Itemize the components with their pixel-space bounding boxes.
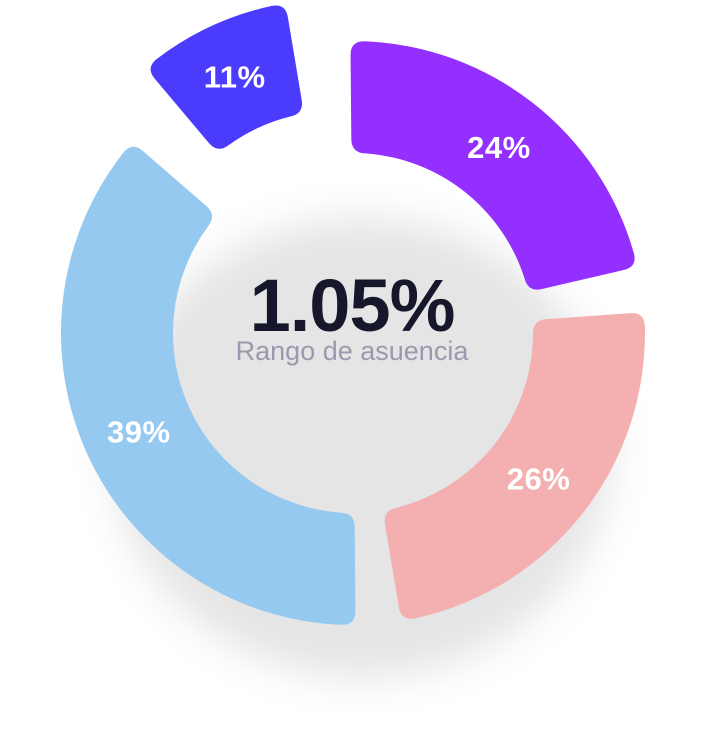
slice-label-4: 11%	[204, 60, 266, 95]
donut-slice-4	[150, 5, 303, 149]
slice-label-2: 26%	[507, 461, 571, 496]
slice-label-1: 24%	[467, 130, 531, 165]
donut-slice-2	[384, 313, 646, 619]
center-value: 1.05%	[249, 264, 456, 347]
slice-label-3: 39%	[107, 415, 171, 450]
donut-slice-3	[60, 146, 356, 625]
donut-slice-1	[350, 41, 635, 290]
center-caption: Rango de asuencia	[235, 336, 469, 366]
center-summary: 1.05% Rango de asuencia	[172, 262, 532, 366]
